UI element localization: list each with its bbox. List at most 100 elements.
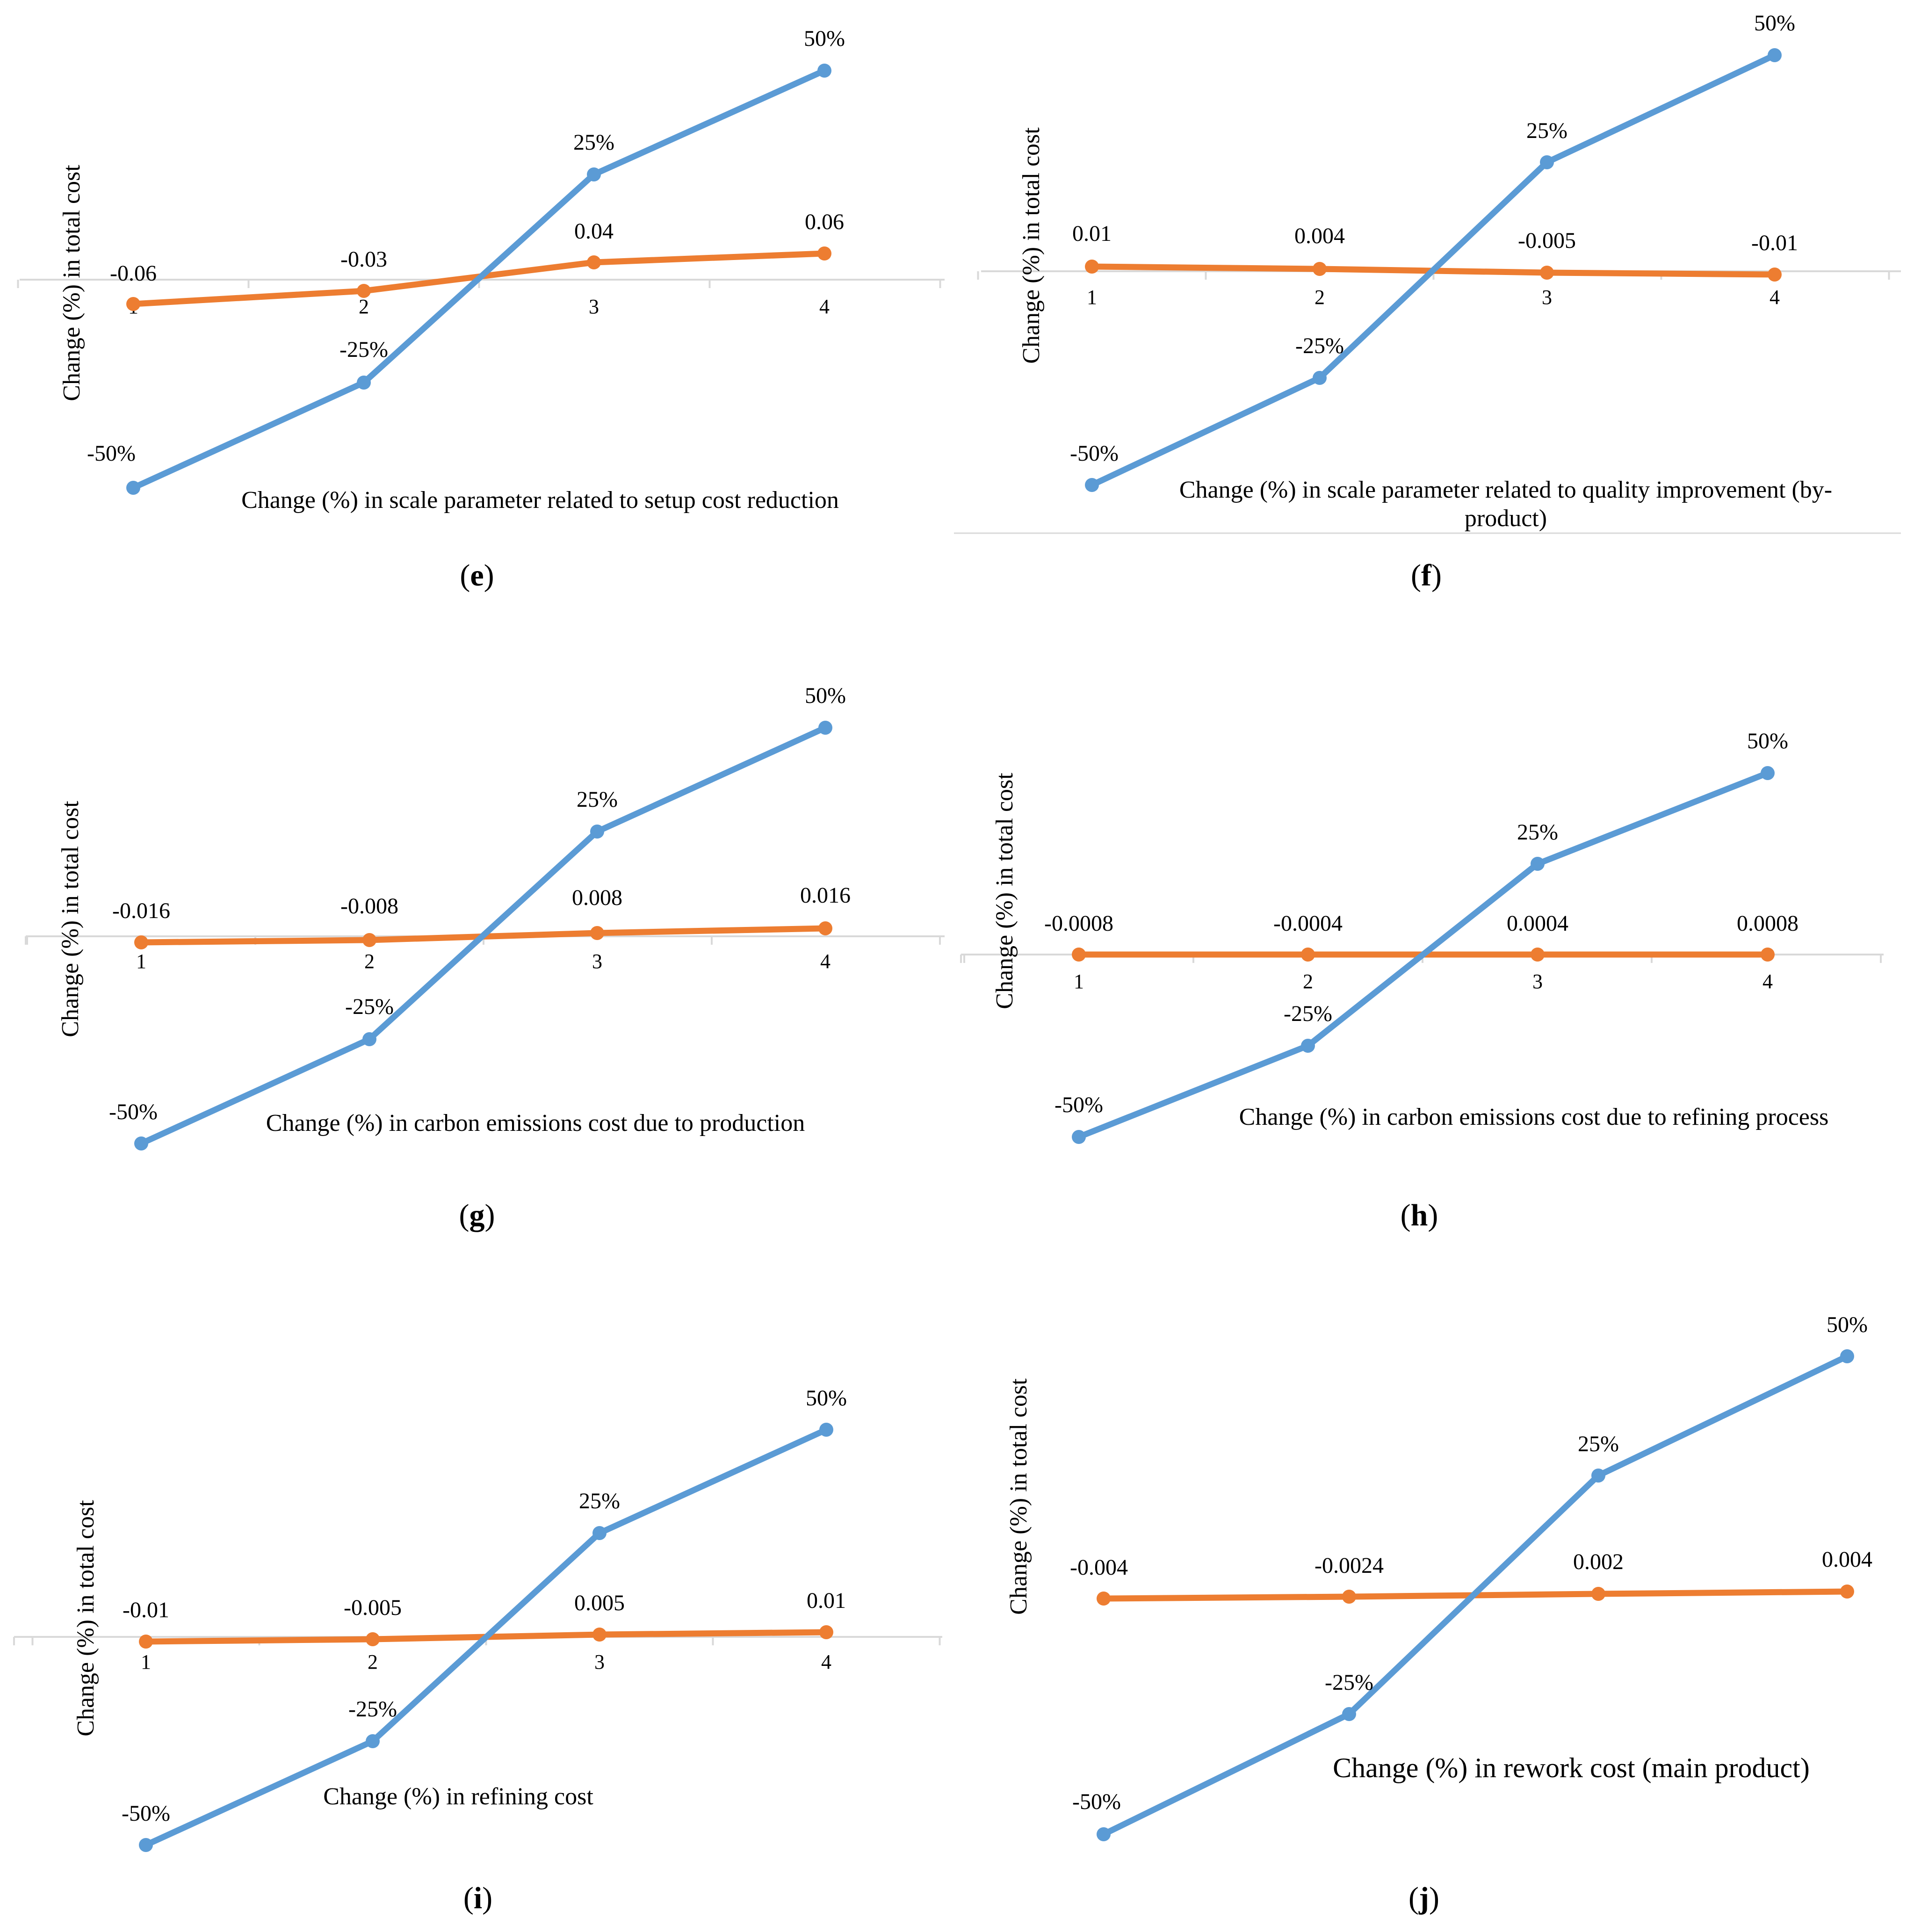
data-label-percent: -25%: [1295, 333, 1344, 358]
orange-point: [819, 1625, 833, 1639]
data-label-value: 0.01: [1072, 221, 1112, 246]
blue-point: [590, 825, 604, 839]
data-label-percent: 50%: [806, 1386, 847, 1411]
y-axis-title: Change (%) in total cost: [58, 165, 85, 401]
orange-point: [1768, 268, 1782, 282]
y-axis-title: Change (%) in total cost: [57, 801, 84, 1037]
caption-letter: e: [470, 558, 484, 593]
orange-point: [1540, 266, 1554, 280]
blue-point: [139, 1838, 153, 1852]
data-label-percent: -25%: [1325, 1670, 1373, 1695]
blue-point: [1591, 1469, 1605, 1483]
blue-point: [1085, 478, 1099, 492]
x-axis-title: Change (%) in refining cost: [323, 1783, 593, 1810]
data-label-percent: -50%: [1072, 1789, 1121, 1814]
data-label-value: -0.0024: [1315, 1553, 1384, 1578]
blue-point: [817, 64, 831, 78]
data-label-percent: 25%: [577, 787, 618, 812]
chart-j: -50% -25% 25% 50% -0.004 -0.0024 0.002 0.004 Cha…: [1005, 1312, 1872, 1915]
data-label-percent: 25%: [1517, 820, 1558, 845]
blue-point: [357, 376, 371, 390]
data-label-percent: -25%: [348, 1697, 397, 1722]
data-label-percent: -25%: [345, 994, 394, 1019]
blue-point: [587, 167, 601, 181]
x-axis-title: Change (%) in carbon emissions cost due …: [1239, 1104, 1829, 1130]
x-tick-label: 4: [1770, 286, 1780, 309]
orange-point: [126, 297, 140, 311]
x-tick-label: 3: [594, 1650, 605, 1673]
x-tick-label: 1: [141, 1650, 151, 1673]
caption-letter: j: [1418, 1881, 1429, 1915]
orange-point: [139, 1635, 153, 1649]
data-label-value: 0.0008: [1737, 911, 1798, 936]
data-label-percent: 25%: [1578, 1432, 1619, 1456]
data-label-percent: 50%: [805, 683, 846, 708]
blue-point: [1531, 857, 1545, 871]
orange-point: [1072, 948, 1086, 962]
chart-f: 1 2 3 4 -50% -25% 25% 50% 0.01 0.004 -0.005 -0.01 Ch…: [977, 11, 1901, 593]
x-tick-label: 4: [821, 1650, 831, 1673]
blue-point: [1768, 48, 1782, 62]
orange-point: [592, 1628, 607, 1642]
chart-i: 1 2 3 4 -50% -25% 25% 50% -0.01 -0.005 0.005 0.01 Ch…: [13, 1386, 942, 1915]
x-tick-label: 4: [819, 295, 830, 318]
orange-point: [362, 933, 376, 947]
data-label-value: 0.06: [805, 210, 844, 234]
data-label-percent: -25%: [1284, 1001, 1332, 1026]
y-axis-title: Change (%) in total cost: [1018, 127, 1045, 364]
data-label-percent: -50%: [109, 1100, 158, 1124]
blue-point: [126, 481, 140, 495]
data-label-value: -0.01: [123, 1598, 169, 1622]
caption-close: ): [1431, 558, 1442, 593]
y-axis-title: Change (%) in total cost: [1005, 1378, 1032, 1615]
data-label-value: -0.0004: [1273, 911, 1343, 936]
caption-open: (: [1411, 558, 1421, 593]
x-tick-label: 3: [589, 295, 599, 318]
panel-caption: (e): [460, 558, 494, 593]
data-label-percent: 50%: [804, 26, 845, 51]
caption-letter: i: [474, 1881, 482, 1915]
orange-point: [817, 246, 831, 260]
blue-point: [1761, 766, 1775, 780]
data-label-value: 0.004: [1294, 224, 1345, 248]
data-label-value: -0.005: [1518, 228, 1576, 253]
blue-point: [1097, 1827, 1111, 1841]
orange-point: [1840, 1585, 1854, 1599]
x-axis-title: Change (%) in scale parameter related to…: [241, 487, 839, 514]
caption-open: (: [460, 558, 470, 593]
blue-point: [1072, 1130, 1086, 1144]
caption-close: ): [1429, 1881, 1439, 1915]
panel-caption: (g): [459, 1198, 495, 1232]
series-line-blue: [140, 725, 827, 1146]
x-axis-title: Change (%) in scale parameter related to…: [1179, 477, 1832, 503]
data-label-percent: 50%: [1827, 1312, 1868, 1337]
x-tick-label: 3: [592, 950, 602, 973]
orange-point: [1085, 260, 1099, 274]
blue-point: [1301, 1039, 1315, 1053]
x-tick-label: 2: [1315, 286, 1325, 309]
chart-e: 1234-50%-25%25%50%-0.06-0.030.040.06Chan…: [17, 26, 945, 593]
data-label-percent: 25%: [573, 130, 614, 155]
data-label-percent: -25%: [339, 337, 388, 362]
data-label-value: -0.004: [1070, 1555, 1128, 1580]
data-label-percent: 25%: [1526, 118, 1567, 143]
caption-letter: h: [1411, 1198, 1428, 1232]
data-label-value: 0.002: [1573, 1549, 1624, 1574]
data-label-value: 0.016: [800, 883, 851, 908]
x-tick-label: 1: [1087, 286, 1097, 309]
panel-caption: (h): [1401, 1198, 1438, 1232]
orange-point: [357, 284, 371, 298]
orange-point: [818, 921, 832, 935]
x-tick-label: 2: [1303, 970, 1313, 993]
blue-point: [1342, 1707, 1356, 1721]
orange-point: [1531, 948, 1545, 962]
data-label-percent: 25%: [579, 1489, 620, 1513]
x-tick-label: 4: [1762, 970, 1773, 993]
data-label-value: -0.06: [110, 261, 157, 286]
orange-point: [1313, 262, 1327, 276]
data-label-percent: -50%: [1070, 441, 1119, 466]
data-label-value: -0.0008: [1044, 911, 1113, 936]
panel-caption: (j): [1408, 1881, 1439, 1915]
data-label-percent: -50%: [87, 441, 136, 466]
